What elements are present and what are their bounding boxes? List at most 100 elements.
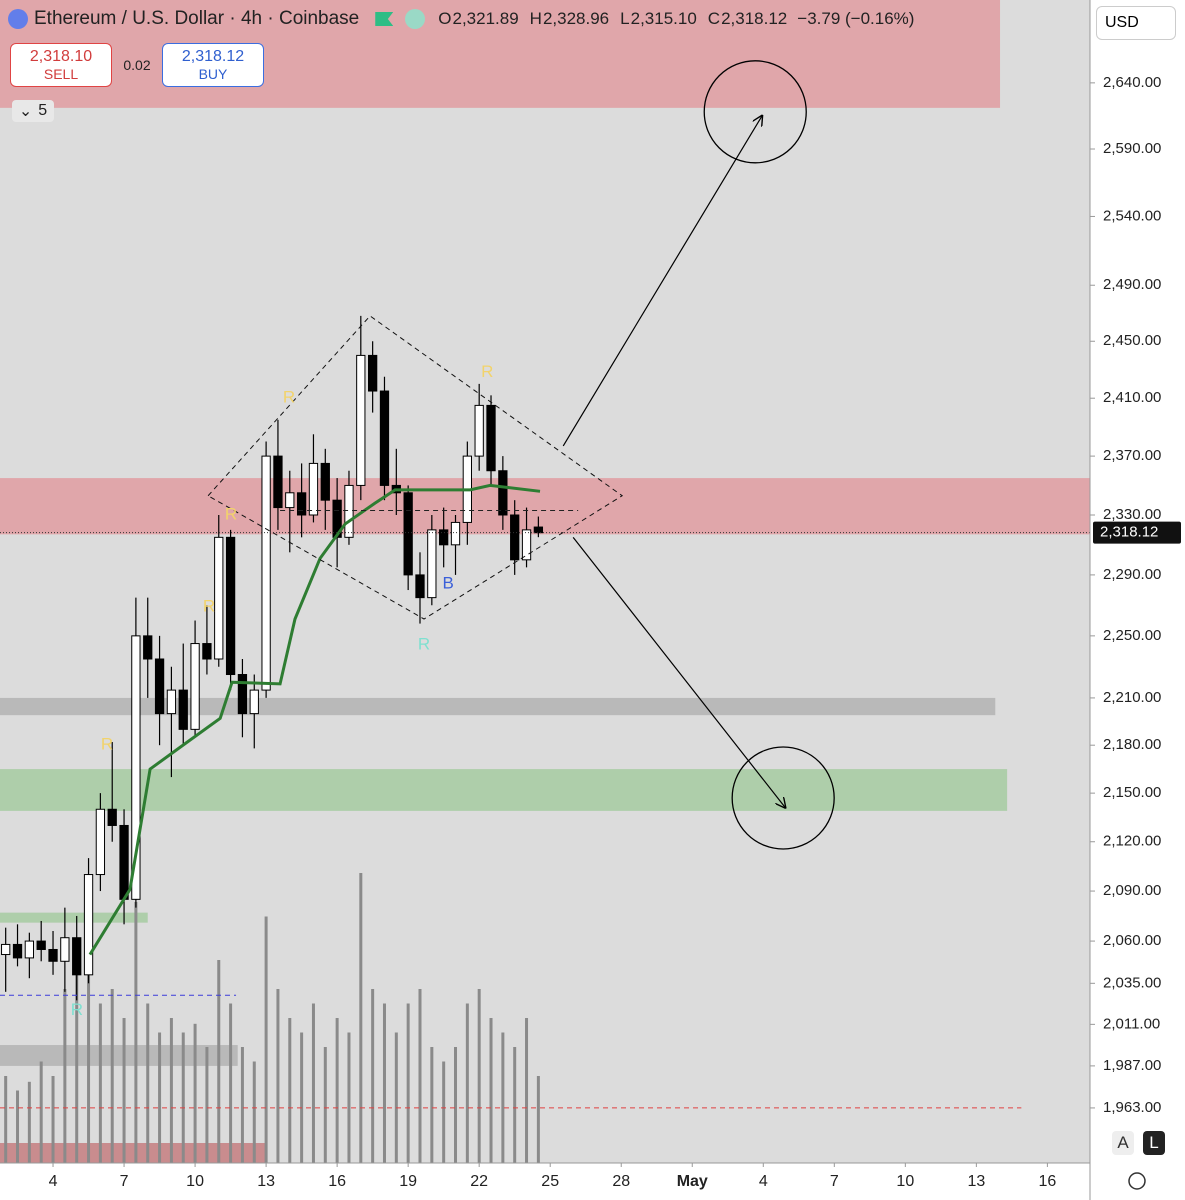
y-tick-label: 2,590.00 — [1103, 140, 1161, 157]
y-tick-label: 1,963.00 — [1103, 1099, 1161, 1116]
candle-body — [107, 808, 117, 826]
candle-body — [12, 943, 23, 959]
chevron: ⌄ — [18, 103, 33, 120]
y-tick-label: 2,450.00 — [1103, 332, 1161, 349]
candle-body — [498, 470, 508, 516]
pattern-marker: R — [481, 362, 493, 381]
volume-bar — [158, 1032, 162, 1163]
volume-bar — [442, 1061, 446, 1163]
symbol-title[interactable]: Ethereum / U.S. Dollar · 4h · Coinbase — [34, 8, 360, 29]
zone — [0, 697, 996, 716]
sell-button[interactable]: 2,318.10 SELL — [10, 43, 112, 87]
x-tick-label: May — [677, 1173, 708, 1190]
volume-bar — [4, 1076, 8, 1163]
x-tick-label: 7 — [120, 1173, 129, 1190]
candle-body — [119, 824, 129, 900]
volume-bar — [501, 1032, 505, 1163]
settings-icon[interactable] — [1128, 1172, 1146, 1190]
volume-bar — [240, 1047, 244, 1163]
volume-bar — [146, 1003, 150, 1163]
candle-body — [533, 526, 544, 534]
volume-bar — [359, 873, 363, 1163]
volume-bar — [98, 1003, 102, 1163]
volume-bar — [229, 1003, 233, 1163]
change: −3.79 (−0.16%) — [797, 9, 915, 28]
volume-bar — [193, 1023, 197, 1163]
volume-bar — [63, 989, 67, 1163]
ohlc-value: 2,321.89 — [452, 9, 519, 28]
candle-body — [415, 574, 425, 599]
candle-body — [214, 536, 224, 660]
x-tick-label: 7 — [830, 1173, 839, 1190]
x-tick-label: 4 — [759, 1173, 768, 1190]
indicators-toggle[interactable]: ⌄ 5 — [12, 100, 54, 122]
candle-body — [285, 492, 295, 509]
y-tick-label: 2,370.00 — [1103, 447, 1161, 464]
candle-body — [320, 462, 330, 501]
volume-bar — [181, 1032, 185, 1163]
volume-bar — [477, 989, 481, 1163]
zone — [0, 478, 1090, 535]
candle-body — [178, 689, 188, 730]
trade-panel: 2,318.10 SELL 0.02 2,318.12 BUY — [10, 43, 264, 87]
y-tick-label: 2,250.00 — [1103, 627, 1161, 644]
pattern-marker: R — [101, 735, 113, 754]
candle-body — [190, 643, 200, 730]
y-tick-label: 2,060.00 — [1103, 932, 1161, 949]
x-tick-label: 13 — [967, 1173, 985, 1190]
volume-bar — [371, 989, 375, 1163]
last-price-tag — [1093, 521, 1181, 544]
pattern-marker: R — [203, 596, 215, 615]
zone — [0, 769, 1008, 811]
volume-bar — [323, 1047, 327, 1163]
volume-bar — [276, 989, 280, 1163]
candle-body — [403, 492, 413, 576]
candle-body — [83, 874, 94, 976]
currency-select[interactable]: USD — [1096, 6, 1176, 40]
ohlc-item: C2,318.12 — [707, 9, 787, 29]
candle-body — [24, 940, 35, 959]
volume-bar — [430, 1047, 434, 1163]
volume-bar — [39, 1061, 43, 1163]
candle-body — [237, 674, 248, 715]
candle-body — [521, 529, 532, 561]
candle-body — [368, 354, 378, 392]
volume-bar — [110, 989, 114, 1163]
ohlc-item: O2,321.89 — [437, 9, 518, 29]
x-tick-label: 16 — [328, 1173, 346, 1190]
volume-bar — [454, 1047, 458, 1163]
market-flag — [375, 12, 394, 26]
x-tick-label: 25 — [541, 1173, 559, 1190]
volume-bar — [169, 1018, 173, 1163]
last-price-label: 2,318.12 — [1100, 524, 1158, 541]
candle-body — [36, 940, 46, 950]
volume-bar — [513, 1047, 517, 1163]
volume-bar — [27, 1081, 31, 1163]
volume-bar — [134, 902, 138, 1163]
header: Ethereum / U.S. Dollar · 4h · Coinbase O… — [8, 8, 914, 30]
ohlc: O2,321.89 H2,328.96 L2,315.10 C2,318.12 … — [437, 9, 914, 29]
volume-bar — [311, 1003, 315, 1163]
currency: USD — [1105, 14, 1139, 31]
arrow — [562, 116, 762, 447]
x-tick-label: 28 — [612, 1173, 630, 1190]
time-axis-panel — [0, 1163, 1090, 1200]
ohlc-key: C — [707, 9, 721, 28]
auto-scale-button[interactable]: A — [1112, 1131, 1134, 1155]
volume-bar — [122, 1018, 126, 1163]
candle-body — [450, 521, 461, 546]
y-tick-label: 2,640.00 — [1103, 74, 1161, 91]
ohlc-item: L2,315.10 — [619, 9, 697, 29]
volume-bar — [87, 960, 91, 1163]
pattern-marker: R — [225, 504, 237, 523]
log-scale-button[interactable]: L — [1143, 1131, 1165, 1155]
buy-button[interactable]: 2,318.12 BUY — [162, 43, 264, 87]
target-circle — [731, 746, 835, 850]
coin-icon — [8, 9, 28, 29]
candle-body — [344, 484, 354, 538]
candle-body — [1, 943, 11, 956]
indicator-count: 5 — [38, 102, 48, 119]
buy-label: BUY — [198, 66, 228, 82]
volume-bar — [382, 1003, 386, 1163]
